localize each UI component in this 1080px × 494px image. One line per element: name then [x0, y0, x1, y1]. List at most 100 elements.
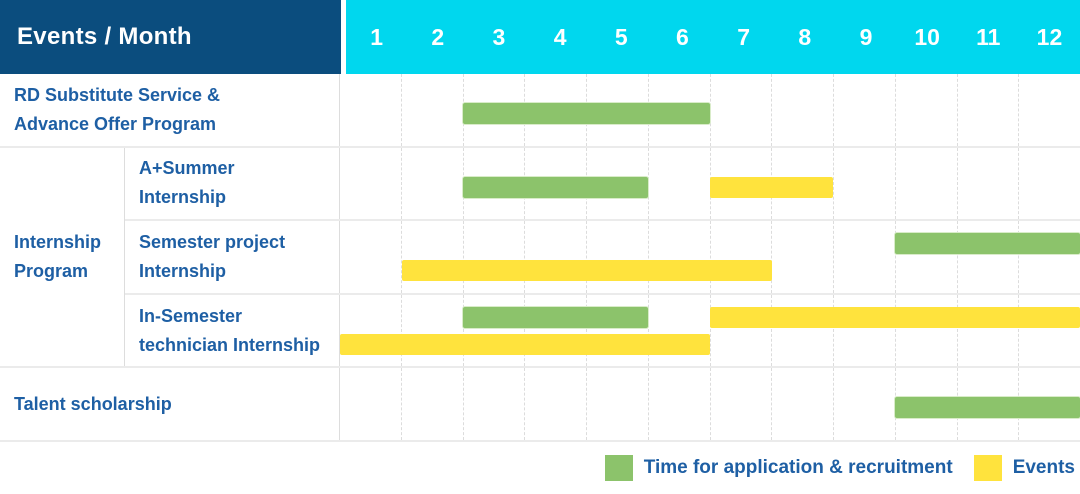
month-grid-cell — [649, 294, 711, 367]
month-grid-cell — [896, 147, 958, 220]
month-grid-cell — [834, 294, 896, 367]
legend-item: Time for application & recruitment — [604, 455, 953, 481]
application-bar — [463, 103, 710, 124]
month-grid-cell — [402, 221, 464, 293]
month-grid-cell — [772, 147, 834, 220]
month-grid-cell — [649, 221, 711, 293]
month-label: 8 — [798, 23, 812, 50]
month-grid-cell — [464, 294, 526, 367]
month-grid-cell — [711, 221, 773, 293]
month-label: 5 — [614, 23, 628, 50]
table-row: In-Semester technician Internship — [125, 294, 1080, 367]
row-timeline — [340, 368, 1080, 440]
month-grid-cell — [958, 221, 1020, 293]
month-grid-cell — [402, 147, 464, 220]
month-grid-cell — [772, 294, 834, 367]
events-bar — [401, 260, 772, 282]
table-row: Talent scholarship — [0, 368, 1080, 442]
events-bar — [710, 306, 1080, 328]
month-grid-cell — [896, 294, 958, 367]
month-grid-cell — [525, 221, 587, 293]
month-grid-cell — [340, 368, 402, 440]
month-grid-cell — [834, 74, 896, 146]
month-grid-cell — [1019, 148, 1080, 220]
month-grid-cell — [896, 74, 958, 146]
label-line: Internship — [14, 231, 102, 252]
month-label: 2 — [431, 23, 445, 50]
month-label: 10 — [914, 23, 940, 50]
month-grid-cell — [711, 368, 773, 440]
schedule-table: Events / Month 1 2 3 4 5 6 7 8 9 10 11 12 RD Substi… — [0, 0, 1080, 442]
group-label: Internship Program — [0, 147, 125, 367]
month-grid-cell — [649, 147, 711, 220]
month-grid-cell — [711, 294, 773, 367]
legend-swatch-events — [973, 455, 1002, 481]
month-grid-cell — [1019, 295, 1080, 367]
month-grid-cell — [340, 294, 402, 367]
month-grid-cell — [1019, 221, 1080, 293]
application-bar — [895, 233, 1080, 255]
month-label: 12 — [1036, 23, 1063, 50]
label-line: RD Substitute Service & — [14, 84, 221, 105]
row-label: Talent scholarship — [0, 368, 340, 440]
month-grid-cell — [525, 368, 587, 440]
month-grid-cell — [340, 74, 402, 146]
month-grid-cell — [587, 221, 649, 293]
month-grid-cell — [958, 294, 1020, 367]
month-header-strip: 1 2 3 4 5 6 7 8 9 10 11 12 — [346, 0, 1080, 74]
month-grid-cell — [525, 294, 587, 367]
row-label: RD Substitute Service & Advance Offer Pro… — [0, 74, 340, 146]
row-label: In-Semester technician Internship — [125, 294, 340, 367]
month-label: 4 — [553, 23, 567, 50]
month-label: 9 — [859, 23, 873, 50]
month-label: 3 — [492, 23, 506, 50]
table-row: A+Summer Internship — [125, 147, 1080, 222]
label-line: technician Internship — [139, 334, 321, 355]
month-label: 7 — [737, 23, 751, 50]
table-row: RD Substitute Service & Advance Offer Pro… — [0, 74, 1080, 148]
month-grid-cell — [958, 147, 1020, 220]
label-line: Internship — [139, 187, 227, 208]
month-grid-cell — [834, 147, 896, 220]
legend-label: Time for application & recruitment — [643, 457, 953, 478]
legend: Time for application & recruitment Events — [0, 442, 1080, 494]
month-label: 11 — [976, 23, 1001, 50]
row-timeline — [340, 294, 1080, 367]
month-grid-cell — [587, 294, 649, 367]
month-grid-cell — [772, 368, 834, 440]
month-grid-cell — [1019, 74, 1080, 146]
month-grid-cell — [340, 221, 402, 293]
month-grid-cell — [402, 74, 464, 146]
month-grid-cell — [834, 368, 896, 440]
month-grid-cell — [649, 74, 711, 146]
month-label: 6 — [676, 23, 689, 50]
application-bar — [463, 306, 649, 328]
label-line: Advance Offer Program — [14, 113, 217, 134]
month-grid-cell — [402, 294, 464, 367]
events-month-header: Events / Month — [0, 0, 341, 74]
label-line: A+Summer — [139, 158, 235, 179]
group-rows: A+Summer Internship Semester project Intern… — [125, 147, 1080, 367]
label-line: Semester project — [139, 231, 286, 252]
row-timeline — [340, 147, 1080, 220]
month-grid-cell — [402, 368, 464, 440]
month-grid-cell — [649, 368, 711, 440]
header-divider — [341, 0, 346, 74]
legend-swatch-application — [604, 455, 633, 481]
month-grid-cell — [834, 221, 896, 293]
application-bar — [463, 176, 649, 198]
month-grid-cell — [587, 368, 649, 440]
month-grid-cell — [958, 74, 1020, 146]
month-grid-cell — [340, 147, 402, 220]
month-grid-cell — [711, 74, 773, 146]
month-grid-cell — [772, 221, 834, 293]
row-timeline — [340, 221, 1080, 293]
label-line: Program — [14, 260, 89, 281]
legend-item: Events — [973, 455, 1075, 481]
month-grid-cell — [464, 368, 526, 440]
row-timeline — [340, 74, 1080, 146]
month-label: 1 — [370, 23, 383, 50]
row-label: A+Summer Internship — [125, 147, 340, 220]
month-grid-cell — [464, 221, 526, 293]
